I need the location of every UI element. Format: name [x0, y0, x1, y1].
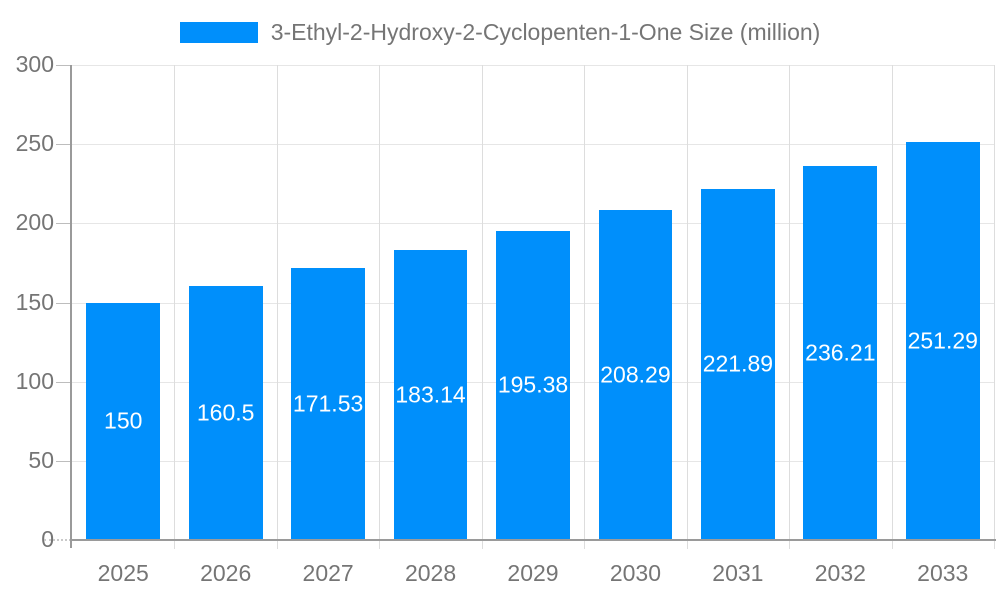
legend-swatch [179, 21, 258, 43]
bar-2032[interactable] [803, 166, 878, 540]
bar-value-label: 183.14 [395, 381, 466, 408]
bar-2030[interactable] [598, 210, 673, 540]
bar-value-label: 208.29 [600, 361, 671, 388]
x-axis-label: 2029 [507, 560, 559, 586]
y-axis-label: 0 [41, 525, 54, 552]
y-axis-tick [56, 302, 71, 304]
x-axis-label: 2028 [404, 560, 457, 586]
h-gridline [72, 65, 994, 66]
v-gridline [584, 65, 586, 549]
bar-2027[interactable] [291, 268, 365, 540]
x-axis-label: 2030 [609, 560, 662, 586]
y-axis-label: 200 [15, 209, 54, 236]
bar-value-label: 236.21 [805, 339, 876, 366]
chart-legend: 3-Ethyl-2-Hydroxy-2-Cyclopenten-1-One Si… [0, 19, 1000, 45]
y-axis-label: 100 [15, 367, 54, 394]
v-gridline [891, 65, 893, 549]
x-axis-label: 2033 [917, 560, 969, 586]
v-gridline [686, 65, 688, 549]
x-axis-label: 2027 [302, 560, 354, 586]
plot-area: 150 160.5 171.53 183.14 195.38 208.29 221.89 23… [72, 65, 995, 549]
bar-2026[interactable] [188, 285, 263, 540]
y-axis-label: 250 [15, 130, 54, 157]
bar-2031[interactable] [701, 188, 775, 540]
y-axis-line [70, 65, 72, 548]
y-axis-zero-tick [44, 539, 71, 541]
x-axis-label: 2025 [97, 560, 149, 586]
v-gridline [994, 65, 995, 549]
x-axis: 2025 2026 2027 2028 2029 2030 2031 2032 2033 [72, 540, 994, 600]
bar-value-label: 221.89 [702, 350, 774, 377]
y-axis-label: 300 [15, 50, 54, 77]
y-axis-tick [56, 223, 71, 225]
y-axis-label: 150 [15, 288, 54, 315]
v-gridline [276, 65, 278, 549]
bar-value-label: 195.38 [497, 371, 569, 398]
y-axis-tick [56, 65, 71, 66]
y-axis: 0 50 100 150 200 250 300 [0, 51, 54, 552]
bar-value-label: 160.5 [196, 399, 255, 426]
bar-2025[interactable] [86, 302, 161, 540]
chart-title: 3-Ethyl-2-Hydroxy-2-Cyclopenten-1-One Si… [270, 19, 821, 45]
v-gridline [174, 65, 176, 549]
bar-2029[interactable] [496, 230, 570, 540]
y-axis-tick [56, 460, 71, 462]
x-axis-label: 2026 [200, 560, 252, 586]
v-gridline [379, 65, 381, 549]
x-axis-label: 2032 [814, 560, 866, 586]
y-axis-ticks [0, 65, 72, 541]
y-axis-tick [56, 144, 71, 146]
y-axis-tick [56, 381, 71, 383]
bar-value-label: 150 [104, 407, 143, 434]
y-axis-label: 50 [28, 446, 54, 473]
h-gridline [72, 223, 994, 225]
bar-2033[interactable] [905, 142, 980, 540]
v-gridline [789, 65, 791, 549]
bar-2028[interactable] [393, 250, 468, 540]
x-axis-label: 2031 [712, 560, 764, 586]
bar-value-label: 251.29 [907, 327, 978, 354]
x-axis-line [70, 539, 996, 541]
h-gridline [72, 144, 994, 146]
bar-value-label: 171.53 [292, 390, 364, 417]
v-gridline [481, 65, 483, 549]
